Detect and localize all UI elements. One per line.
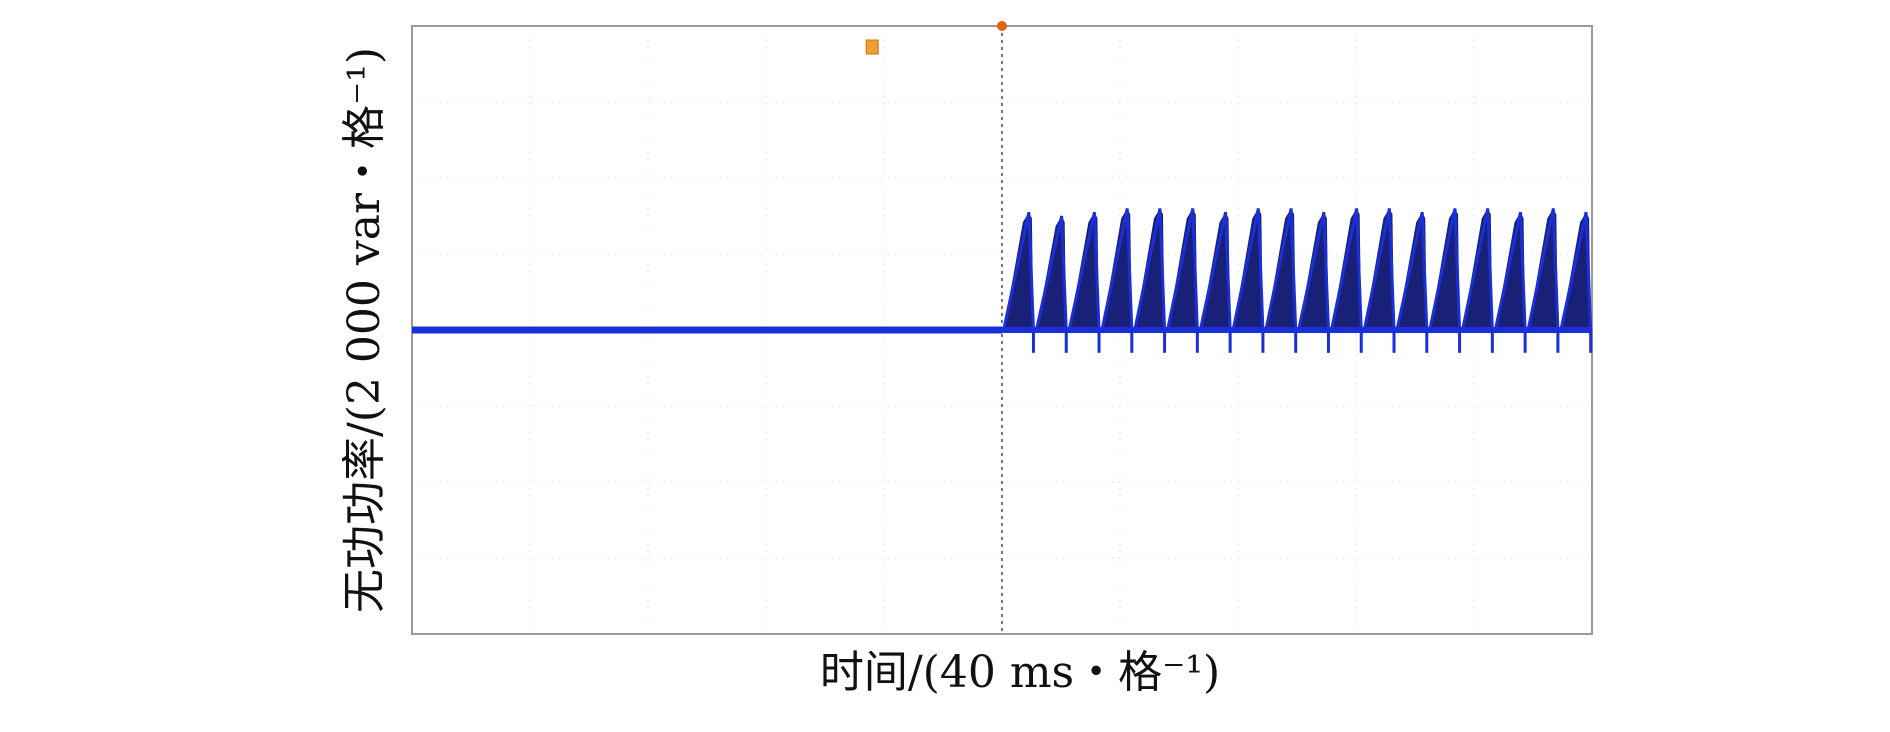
pulse-outline — [1067, 211, 1101, 331]
pulse-outline — [1362, 208, 1396, 331]
pulse-outline — [1329, 208, 1363, 331]
pulse-outline — [1297, 211, 1330, 331]
markers-layer — [865, 21, 1007, 55]
pulse-outline — [1133, 208, 1167, 331]
pulse-outline — [1034, 215, 1068, 331]
pulse-outline — [1264, 208, 1298, 331]
pulse-outline — [1493, 211, 1527, 331]
pulse-outline — [1002, 211, 1035, 331]
pulse-outline — [1461, 208, 1494, 331]
series-layer — [412, 208, 1593, 353]
pulse-outline — [1231, 208, 1265, 331]
x-axis-label: 时间/(40 ms・格⁻¹) — [819, 647, 1221, 698]
pulse-outline — [1559, 211, 1593, 331]
trigger-marker — [997, 21, 1007, 31]
pulse-outline — [1395, 211, 1429, 331]
pulse-outline — [1100, 208, 1134, 331]
pulse-outline — [1428, 208, 1462, 331]
reference-marker — [865, 39, 879, 55]
pulse-outline — [1166, 208, 1199, 331]
pulse-outline — [1526, 208, 1560, 331]
y-axis-label: 无功功率/(2 000 var・格⁻¹) — [339, 46, 390, 614]
pulse-outline — [1198, 211, 1232, 331]
